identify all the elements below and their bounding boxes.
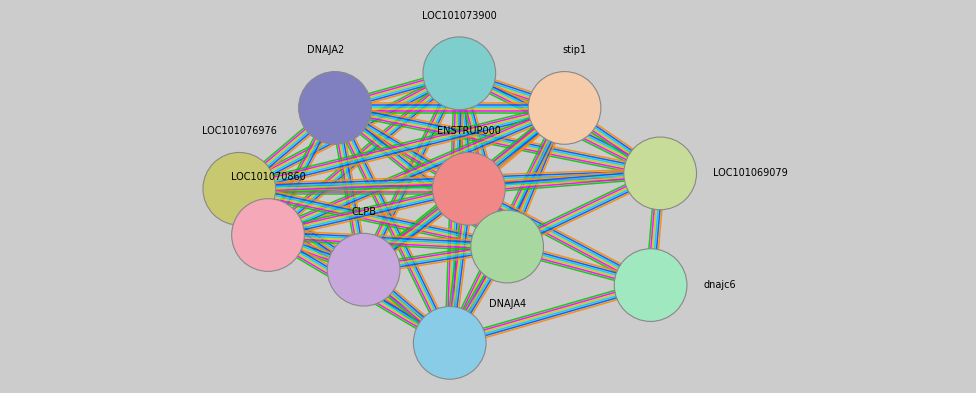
Text: stip1: stip1 [562, 45, 587, 55]
Text: LOC101076976: LOC101076976 [202, 126, 277, 136]
Ellipse shape [414, 307, 486, 379]
Ellipse shape [203, 152, 275, 225]
Text: DNAJA2: DNAJA2 [306, 45, 344, 55]
Ellipse shape [231, 199, 305, 271]
Ellipse shape [470, 210, 544, 283]
Text: dnajc6: dnajc6 [704, 280, 736, 290]
Text: CLPB: CLPB [351, 207, 376, 217]
Ellipse shape [299, 72, 371, 144]
Text: LOC101070860: LOC101070860 [230, 173, 305, 182]
Ellipse shape [528, 72, 601, 144]
Ellipse shape [327, 233, 400, 306]
Ellipse shape [432, 152, 506, 225]
Ellipse shape [624, 137, 697, 210]
Ellipse shape [423, 37, 496, 110]
Text: ENSTRUP000: ENSTRUP000 [437, 126, 501, 136]
Ellipse shape [614, 249, 687, 321]
Text: DNAJA4: DNAJA4 [489, 299, 526, 309]
Text: LOC101073900: LOC101073900 [422, 11, 497, 21]
Text: LOC101069079: LOC101069079 [712, 168, 788, 178]
